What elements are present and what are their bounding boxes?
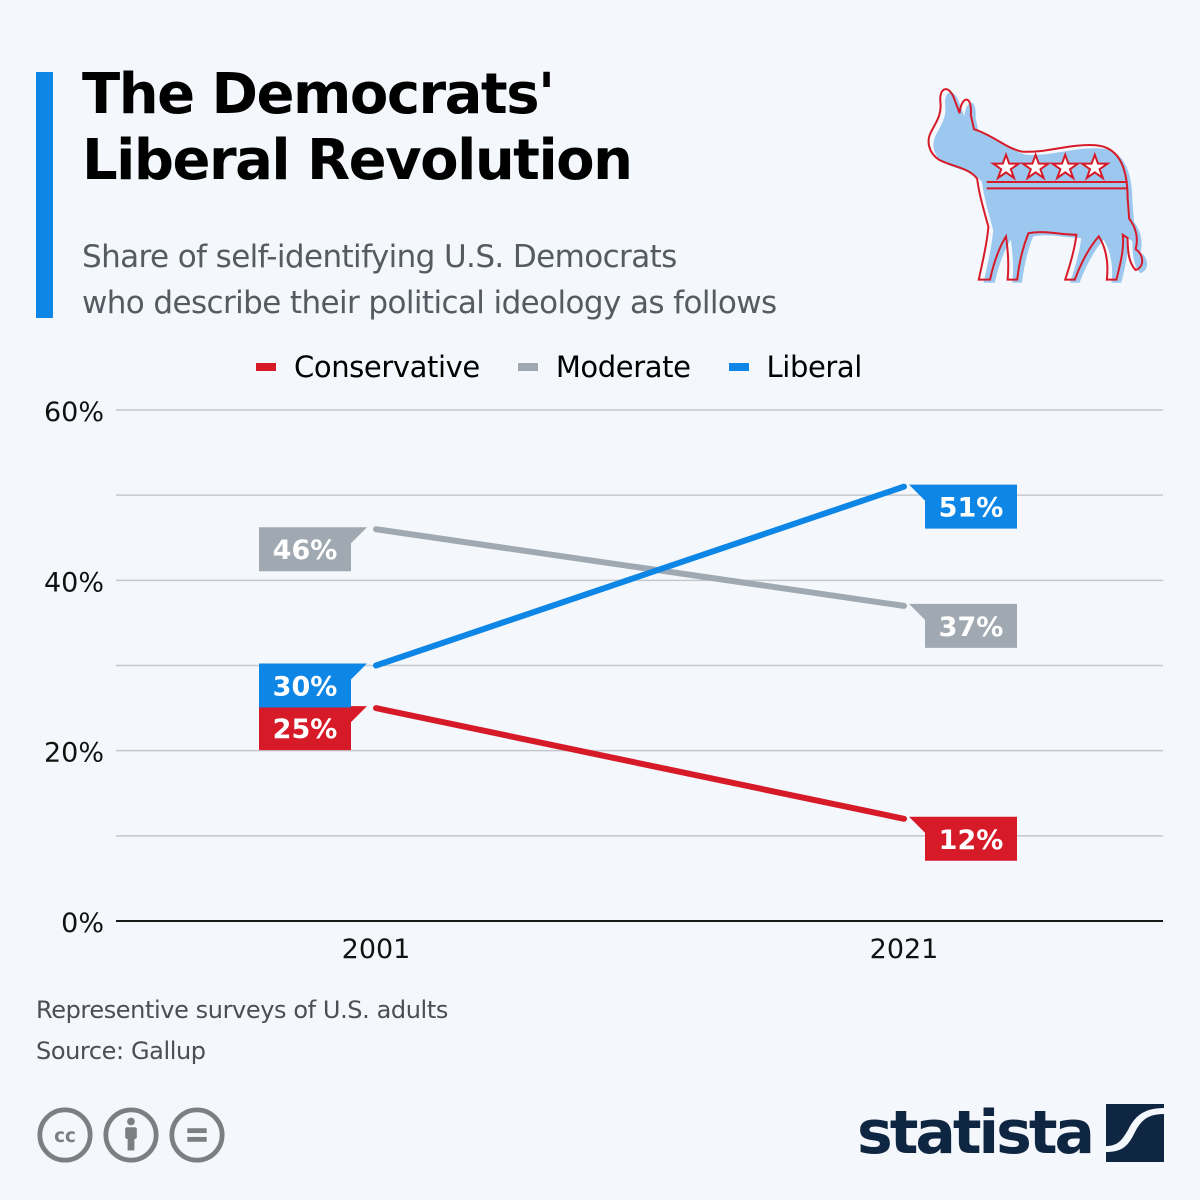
legend-label: Moderate (555, 350, 691, 384)
statista-mark-icon (1106, 1104, 1164, 1162)
chart-legend: Conservative Moderate Liberal (256, 350, 900, 384)
footer-notes: Representive surveys of U.S. adults Sour… (36, 990, 448, 1072)
no-derivatives-icon[interactable] (168, 1106, 226, 1164)
data-label-box (259, 527, 367, 572)
y-axis-ticks: 0% 20% 40% 60% (44, 397, 104, 939)
subtitle: Share of self-identifying U.S. Democrats… (82, 234, 777, 326)
data-label-box (909, 816, 1017, 861)
star-icon (1078, 151, 1111, 181)
series-lines (373, 483, 907, 822)
data-label-liberal-2001: 30% (259, 663, 367, 708)
legend-swatch-moderate (517, 363, 538, 371)
legend-label: Liberal (766, 350, 863, 384)
data-label-conservative-2021: 12% (909, 816, 1017, 861)
data-label-text: 12% (939, 825, 1004, 856)
y-tick-label: 20% (44, 738, 104, 769)
survey-note: Representive surveys of U.S. adults (36, 996, 448, 1024)
subtitle-line-2: who describe their political ideology as… (82, 285, 777, 321)
x-tick-label: 2001 (342, 934, 411, 965)
data-label-liberal-2021: 51% (909, 484, 1017, 529)
creative-commons-icon[interactable]: cc (36, 1106, 94, 1164)
legend-swatch-conservative (256, 363, 276, 371)
title-line-2: Liberal Revolution (82, 128, 633, 193)
legend-item-moderate[interactable]: Moderate (517, 350, 691, 384)
y-tick-label: 0% (61, 908, 104, 939)
data-label-text: 51% (939, 493, 1004, 524)
legend-swatch-liberal (728, 363, 749, 371)
brand-name: statista (856, 1098, 1095, 1168)
data-label-box (259, 663, 367, 708)
star-icon (1019, 151, 1052, 181)
data-label-conservative-2001: 25% (259, 706, 367, 751)
data-label-text: 46% (273, 535, 338, 566)
page-title: The Democrats' Liberal Revolution (82, 62, 633, 194)
svg-text:cc: cc (54, 1126, 76, 1147)
data-labels: 25% 12% 46% 37% 30% 51% (259, 484, 1017, 861)
data-label-box (909, 603, 1017, 648)
star-icon (990, 151, 1022, 181)
star-icon (1049, 151, 1082, 181)
data-label-moderate-2021: 37% (909, 603, 1017, 648)
data-label-box (909, 484, 1017, 529)
series-line-moderate (373, 526, 907, 609)
accent-bar (36, 72, 53, 318)
statista-logo[interactable]: statista (857, 1100, 1164, 1166)
source-note: Source: Gallup (36, 1037, 206, 1065)
data-label-text: 30% (273, 672, 338, 703)
x-tick-label: 2021 (870, 934, 939, 965)
series-line-liberal (373, 483, 907, 669)
legend-item-conservative[interactable]: Conservative (256, 350, 480, 384)
data-label-text: 25% (273, 714, 338, 745)
y-tick-label: 60% (44, 397, 104, 428)
legend-label: Conservative (294, 350, 480, 384)
data-label-box (259, 706, 367, 751)
data-label-text: 37% (939, 612, 1004, 643)
line-chart: 0% 20% 40% 60% 2001 2021 25% 12% 46% 37% 30% 51% (44, 397, 1163, 965)
series-line-conservative (373, 705, 907, 822)
title-line-1: The Democrats' (82, 62, 555, 127)
data-label-moderate-2001: 46% (259, 527, 367, 572)
x-axis-ticks: 2001 2021 (342, 934, 939, 965)
subtitle-line-1: Share of self-identifying U.S. Democrats (82, 239, 677, 275)
y-tick-label: 40% (44, 567, 104, 598)
democratic-donkey-icon (927, 88, 1148, 283)
attribution-icon[interactable] (102, 1106, 160, 1164)
license-icons: cc (36, 1106, 226, 1164)
legend-item-liberal[interactable]: Liberal (728, 350, 863, 384)
